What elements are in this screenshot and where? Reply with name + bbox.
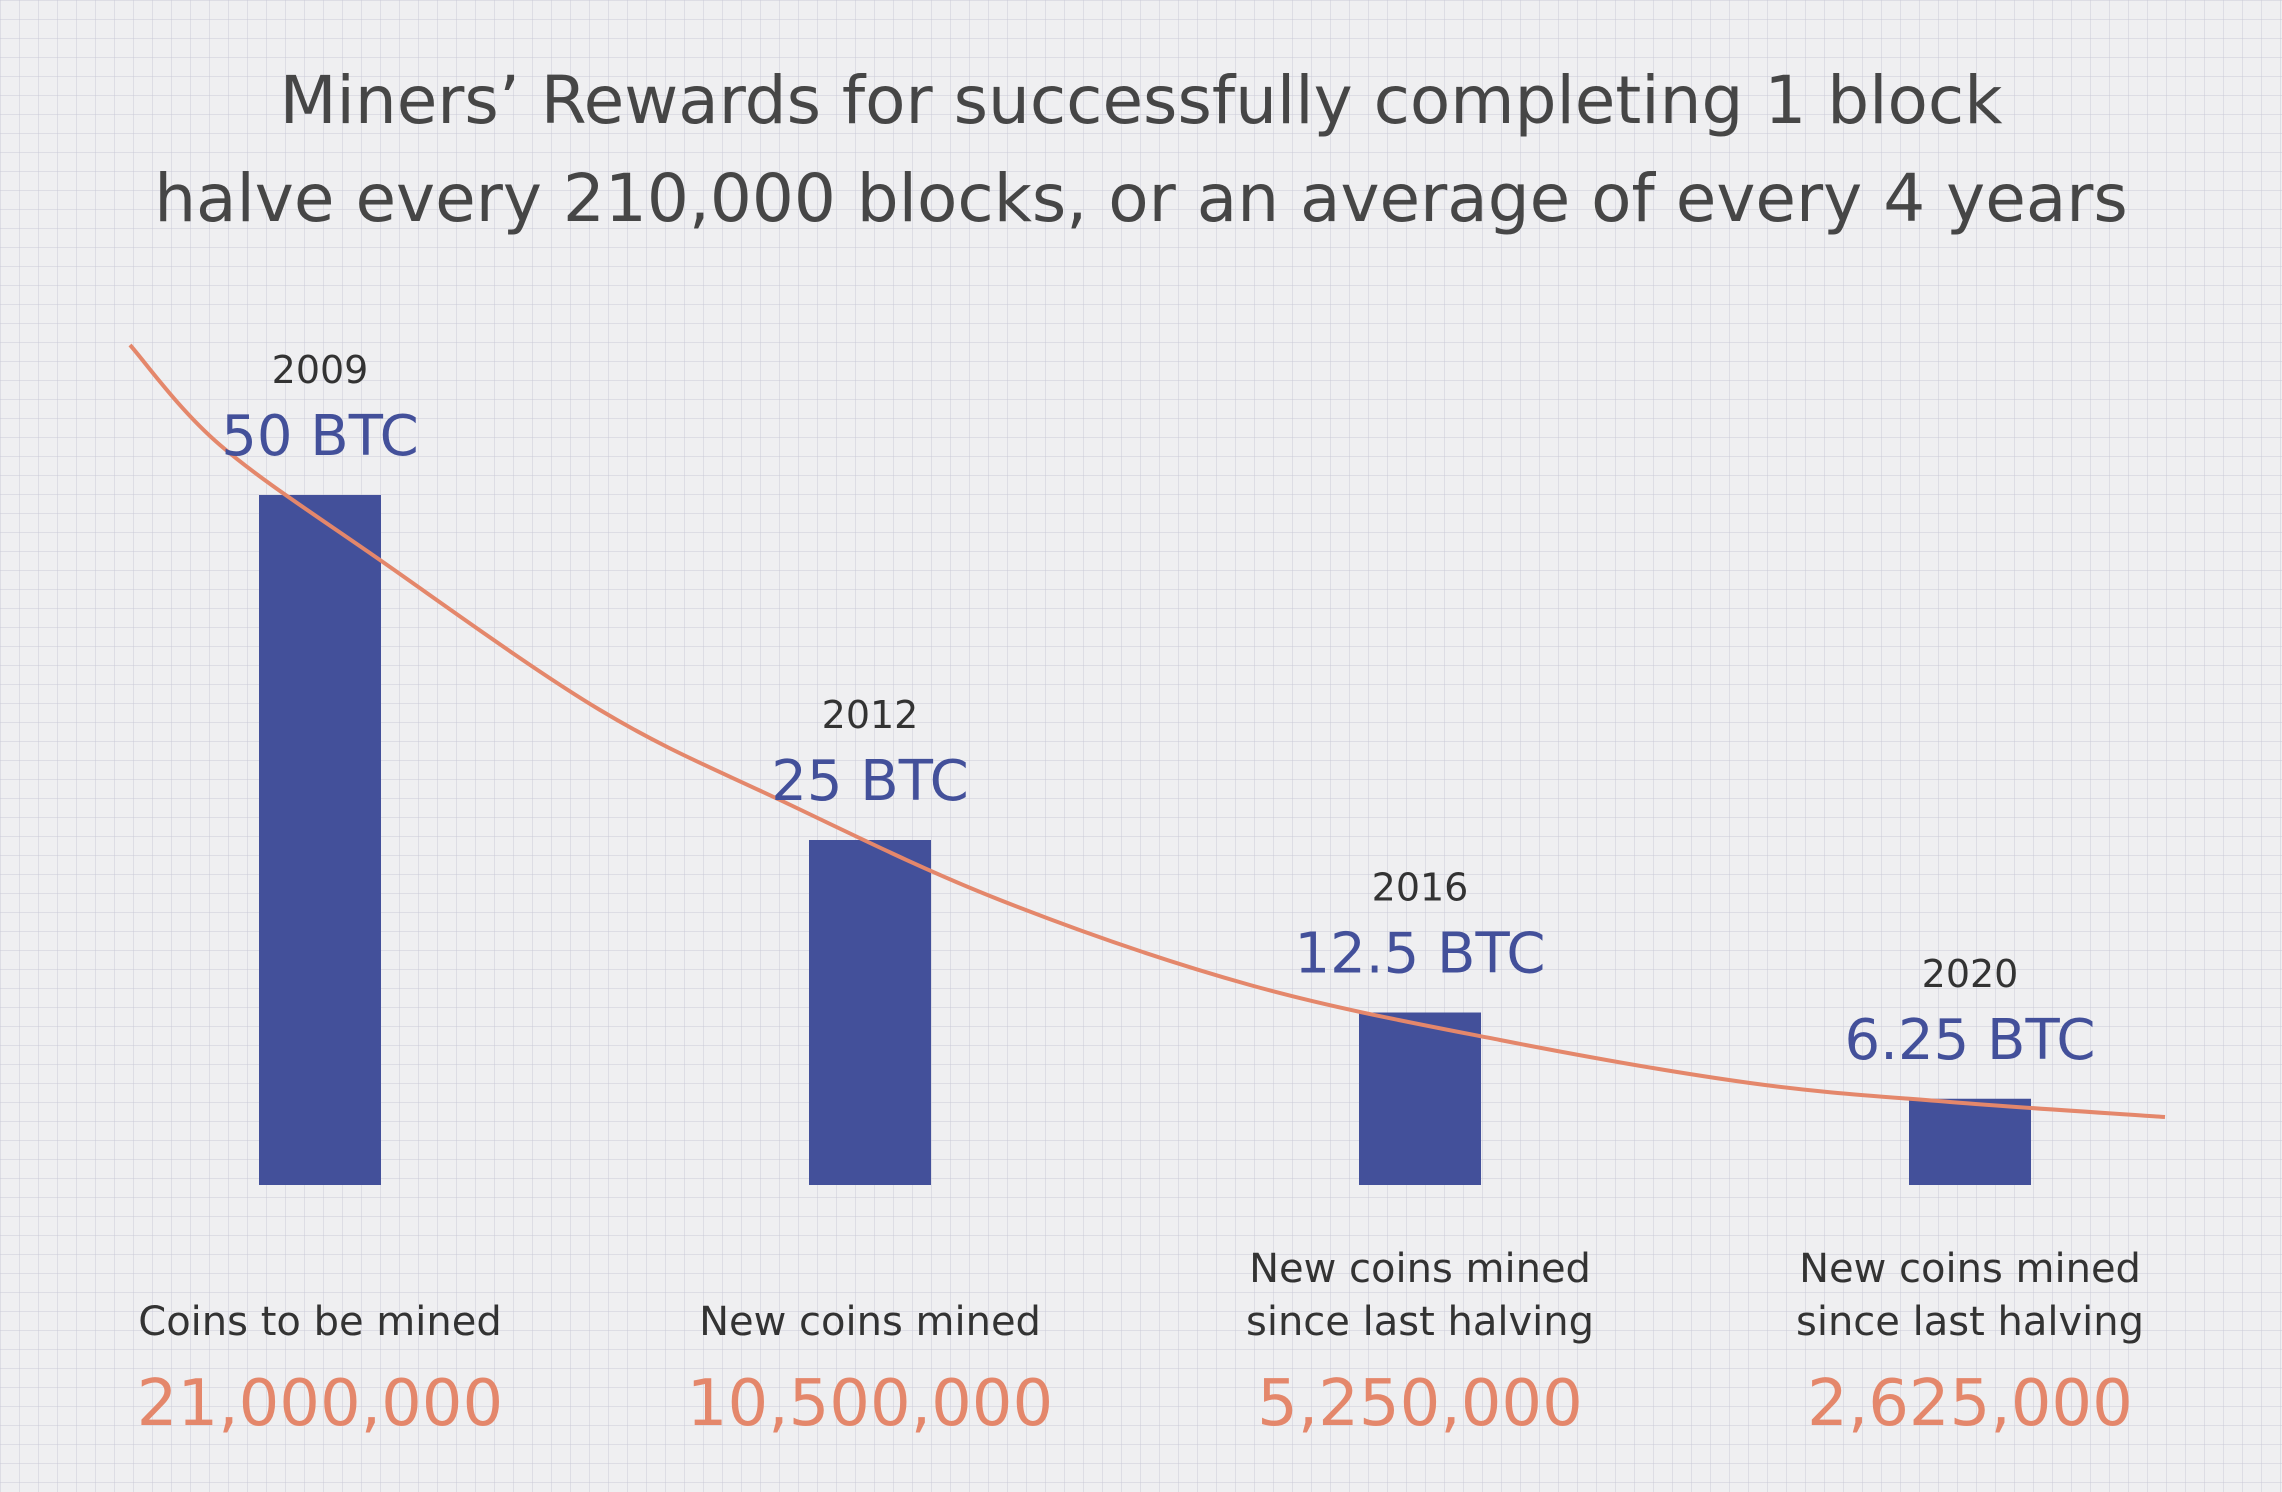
count-label-2012: 10,500,000 (687, 1367, 1053, 1441)
trend-curve (128, 343, 2166, 1119)
bar-2012 (809, 840, 931, 1185)
bar-2020 (1909, 1098, 2031, 1185)
labels-layer: 2009 50 BTC Coins to be mined 21,000,000 201… (137, 348, 2144, 1441)
description-label-2009-line-1: Coins to be mined (138, 1299, 501, 1345)
year-label-2012: 2012 (822, 693, 919, 737)
value-label-2009: 50 BTC (221, 404, 419, 469)
year-label-2016: 2016 (1372, 866, 1469, 910)
year-label-2020: 2020 (1922, 952, 2019, 996)
chart-title: Miners’ Rewards for successfully complet… (0, 52, 2282, 248)
trend-curve-layer (128, 343, 2166, 1119)
value-label-2020: 6.25 BTC (1845, 1008, 2096, 1073)
value-label-2012: 25 BTC (771, 749, 969, 814)
chart-title-line-2: halve every 210,000 blocks, or an averag… (154, 160, 2128, 237)
bar-2016 (1359, 1012, 1481, 1185)
description-label-2020-line-2: since last halving (1796, 1299, 2144, 1345)
value-label-2016: 12.5 BTC (1295, 922, 1546, 987)
count-label-2016: 5,250,000 (1257, 1367, 1583, 1441)
count-label-2009: 21,000,000 (137, 1367, 503, 1441)
bar-2009 (259, 495, 381, 1185)
bars-layer (259, 495, 2031, 1185)
description-label-2016-line-2: since last halving (1246, 1299, 1594, 1345)
description-label-2020-line-1: New coins mined (1799, 1246, 2141, 1292)
year-label-2009: 2009 (272, 348, 369, 392)
description-label-2016-line-1: New coins mined (1249, 1246, 1591, 1292)
description-label-2012-line-1: New coins mined (699, 1299, 1041, 1345)
chart-title-line-1: Miners’ Rewards for successfully complet… (279, 62, 2003, 139)
count-label-2020: 2,625,000 (1807, 1367, 2133, 1441)
